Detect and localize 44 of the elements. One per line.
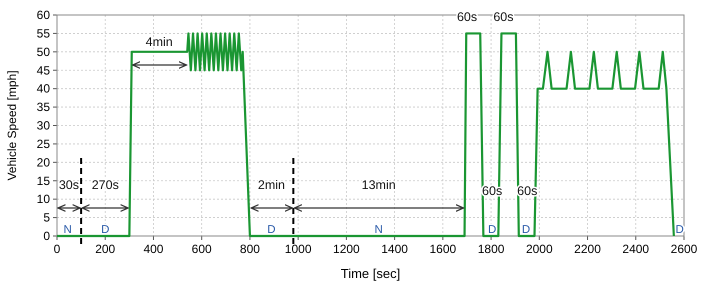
annotation: 60s xyxy=(456,10,478,24)
y-tick-label: 45 xyxy=(36,63,50,78)
y-tick-label: 20 xyxy=(36,155,50,170)
annotation: D xyxy=(522,224,530,236)
y-tick-label: 30 xyxy=(36,118,50,132)
x-tick-label: 200 xyxy=(95,242,116,256)
x-tick-label: 0 xyxy=(54,242,61,256)
y-tick-label: 5 xyxy=(43,210,50,225)
line-series xyxy=(56,32,675,238)
y-tick-label: 15 xyxy=(36,174,50,188)
x-tick-label: 1400 xyxy=(381,242,408,256)
y-tick-label: 35 xyxy=(36,100,50,114)
x-axis-title: Time [sec] xyxy=(340,266,400,281)
y-tick-label: 50 xyxy=(36,44,50,59)
y-axis-title: Vehicle Speed [mph] xyxy=(5,70,19,181)
x-tick-label: 1800 xyxy=(478,242,505,256)
annotation: 2min xyxy=(258,178,286,192)
y-tick-label: 40 xyxy=(36,82,50,96)
y-tick-label: 60 xyxy=(36,8,50,22)
y-tick-label: 10 xyxy=(36,192,50,206)
x-tick-label: 1600 xyxy=(429,242,457,256)
x-tick-label: 600 xyxy=(192,242,212,256)
annotation: D xyxy=(488,224,496,236)
annotation: 270s xyxy=(92,178,119,192)
y-tick-label: 0 xyxy=(43,229,50,243)
annotation: N xyxy=(374,224,383,236)
annotation: 30s xyxy=(58,178,79,192)
x-tick-label: 800 xyxy=(240,242,260,256)
x-tick-label: 2000 xyxy=(526,242,553,256)
annotation: D xyxy=(101,224,110,236)
annotation: D xyxy=(267,224,276,236)
x-tick-label: 2200 xyxy=(574,242,602,256)
x-tick-label: 2400 xyxy=(622,242,650,256)
x-tick-label: 400 xyxy=(143,242,164,256)
x-tick-label: 1200 xyxy=(333,242,360,256)
annotation: 13min xyxy=(362,178,396,192)
y-tick-label: 25 xyxy=(36,136,50,151)
annotation: D xyxy=(675,224,684,236)
annotation: 4min xyxy=(146,35,173,49)
x-tick-label: 1000 xyxy=(284,242,312,256)
annotation: 60s xyxy=(493,10,514,24)
y-tick-label: 55 xyxy=(36,26,50,40)
annotation: N xyxy=(64,224,72,236)
x-tick-label: 2600 xyxy=(670,242,698,256)
